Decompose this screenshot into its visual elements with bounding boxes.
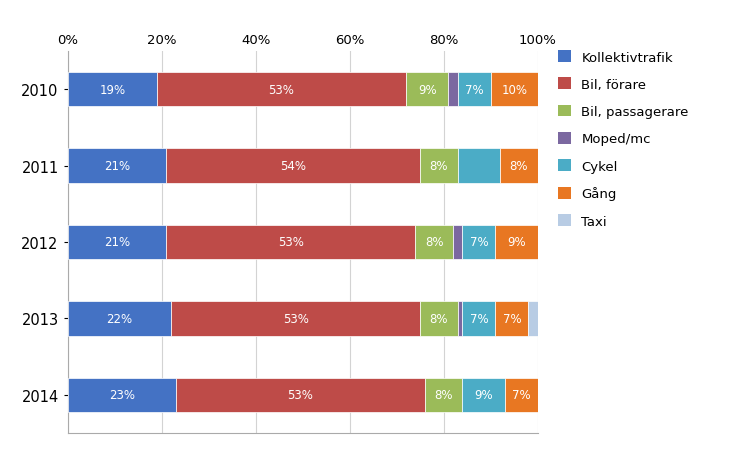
Text: 19%: 19%: [99, 83, 126, 97]
Text: 8%: 8%: [435, 388, 453, 401]
Bar: [496, 225, 538, 260]
Bar: [166, 149, 420, 184]
Legend: Kollektivtrafik, Bil, förare, Bil, passagerare, Moped/mc, Cykel, Gång, Taxi: Kollektivtrafik, Bil, förare, Bil, passa…: [553, 47, 693, 232]
Text: 9%: 9%: [475, 388, 493, 401]
Text: 23%: 23%: [109, 388, 135, 401]
Text: 54%: 54%: [280, 160, 306, 173]
Bar: [458, 73, 490, 107]
Text: 9%: 9%: [507, 236, 526, 249]
Text: 53%: 53%: [268, 83, 295, 97]
Text: 53%: 53%: [278, 236, 304, 249]
Bar: [415, 225, 453, 260]
Bar: [496, 301, 528, 336]
Bar: [425, 377, 462, 412]
Bar: [420, 301, 458, 336]
Text: 21%: 21%: [104, 160, 130, 173]
Bar: [68, 301, 171, 336]
Text: 8%: 8%: [425, 236, 444, 249]
Bar: [462, 301, 496, 336]
Bar: [505, 377, 538, 412]
Bar: [68, 225, 166, 260]
Text: 10%: 10%: [501, 83, 527, 97]
Bar: [528, 301, 538, 336]
Text: 22%: 22%: [106, 312, 132, 325]
Text: 7%: 7%: [469, 312, 488, 325]
Bar: [157, 73, 406, 107]
Bar: [166, 225, 415, 260]
Text: 7%: 7%: [502, 312, 521, 325]
Bar: [462, 377, 505, 412]
Text: 53%: 53%: [287, 388, 314, 401]
Bar: [68, 377, 176, 412]
Bar: [462, 225, 496, 260]
Text: 8%: 8%: [510, 160, 528, 173]
Text: 7%: 7%: [469, 236, 488, 249]
Bar: [68, 73, 157, 107]
Bar: [500, 149, 538, 184]
Text: 8%: 8%: [429, 160, 448, 173]
Bar: [448, 73, 458, 107]
Bar: [458, 149, 500, 184]
Bar: [458, 301, 462, 336]
Bar: [171, 301, 420, 336]
Bar: [420, 149, 458, 184]
Text: 53%: 53%: [283, 312, 308, 325]
Bar: [68, 149, 166, 184]
Bar: [406, 73, 448, 107]
Bar: [490, 73, 538, 107]
Bar: [453, 225, 462, 260]
Bar: [176, 377, 425, 412]
Text: 21%: 21%: [104, 236, 130, 249]
Text: 8%: 8%: [429, 312, 448, 325]
Text: 7%: 7%: [465, 83, 484, 97]
Text: 9%: 9%: [418, 83, 437, 97]
Text: 7%: 7%: [512, 388, 531, 401]
